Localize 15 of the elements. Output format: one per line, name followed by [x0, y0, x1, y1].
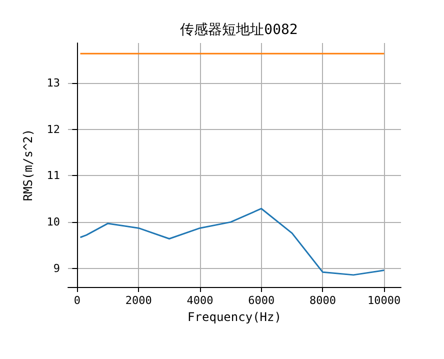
- y-axis-title: RMS(m/s^2): [21, 128, 35, 202]
- x-tick-label: 2000: [125, 294, 152, 307]
- x-tick-label: 8000: [309, 294, 336, 307]
- x-tick-label: 0: [74, 294, 81, 307]
- y-tick-label: 13: [46, 76, 60, 90]
- y-tick-label: 11: [46, 169, 60, 182]
- x-axis-title: Frequency(Hz): [188, 310, 282, 324]
- x-tick-label: 4000: [186, 294, 214, 307]
- chart-title: 传感器短地址0082: [180, 22, 298, 38]
- x-tick-label: 6000: [248, 294, 275, 307]
- y-tick-label: 12: [46, 122, 60, 136]
- x-tick-label: 10000: [368, 294, 401, 307]
- line-series: [80, 208, 385, 276]
- y-tick-label: 9: [53, 262, 60, 275]
- y-tick-label: 10: [46, 216, 60, 229]
